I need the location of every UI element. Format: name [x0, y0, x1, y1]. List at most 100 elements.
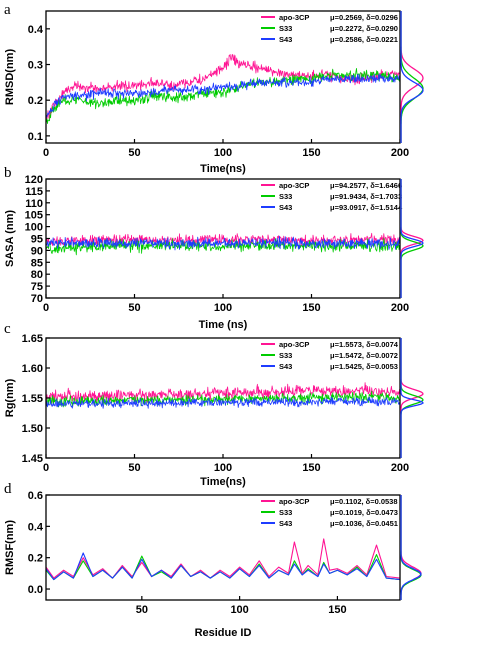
- series-line-apo: [46, 538, 400, 579]
- legend-series-name: apo-3CP: [279, 181, 309, 190]
- x-tick-label: 200: [391, 302, 409, 314]
- legend-stats: μ=0.1036, δ=0.0451: [330, 519, 398, 528]
- series-line-s33: [46, 68, 400, 124]
- distribution-curves: [400, 495, 422, 600]
- y-tick-label: 0.4: [28, 24, 44, 36]
- legend-stats: μ=0.2569, δ=0.0296: [330, 13, 398, 22]
- legend-stats: μ=0.2586, δ=0.0221: [330, 35, 398, 44]
- distribution-curves: [400, 179, 424, 298]
- y-tick-label: 70: [31, 293, 43, 305]
- x-tick-label: 100: [214, 147, 232, 159]
- legend-series-name: S33: [279, 508, 292, 517]
- y-tick-label: 1.60: [22, 363, 43, 375]
- legend-series-name: S43: [279, 203, 292, 212]
- distribution-s43: [400, 11, 424, 143]
- y-tick-label: 0.2: [28, 95, 43, 107]
- y-tick-label: 0.6: [28, 490, 43, 502]
- legend-stats: μ=94.2577, δ=1.6466: [330, 181, 402, 190]
- panel-letter: b: [4, 165, 12, 181]
- legend-stats: μ=91.9434, δ=1.7033: [330, 192, 402, 201]
- y-tick-label: 0.3: [28, 60, 43, 72]
- y-tick-label: 75: [31, 281, 43, 293]
- x-tick-label: 150: [328, 604, 346, 616]
- series-lines: [46, 538, 400, 581]
- y-axis-label: RMSF(nm): [4, 520, 16, 575]
- legend-stats: μ=0.1102, δ=0.0538: [330, 497, 398, 506]
- x-tick-label: 100: [230, 604, 248, 616]
- series-line-apo: [46, 382, 400, 404]
- x-tick-label: 50: [136, 604, 148, 616]
- x-tick-label: 150: [302, 147, 320, 159]
- y-tick-label: 0.2: [28, 553, 43, 565]
- x-axis-label: Time(ns): [200, 476, 246, 488]
- y-tick-label: 95: [31, 234, 43, 246]
- legend-series-name: S33: [279, 24, 292, 33]
- series-line-s43: [46, 235, 400, 251]
- y-tick-label: 110: [25, 198, 43, 210]
- distribution-s43: [400, 495, 422, 600]
- legend-stats: μ=93.0917, δ=1.5144: [330, 203, 403, 212]
- y-tick-label: 0.1: [28, 131, 43, 143]
- x-tick-label: 50: [128, 302, 140, 314]
- y-axis-label: RMSD(nm): [4, 49, 16, 106]
- panel-d: d 50 100 150 0.0 0.2 0.4 0.6 Residue ID RMSF(nm) a…: [4, 481, 422, 639]
- series-lines: [46, 382, 400, 409]
- legend-stats: μ=1.5472, δ=0.0072: [330, 351, 398, 360]
- legend-series-name: apo-3CP: [279, 497, 309, 506]
- panel-b: b0 50 100 150 200707580859095100105110115120…: [4, 165, 424, 331]
- y-tick-label: 115: [25, 186, 43, 198]
- x-axis-label: Residue ID: [195, 627, 252, 639]
- legend-series-name: apo-3CP: [279, 340, 309, 349]
- y-tick-label: 1.55: [22, 393, 43, 405]
- x-tick-label: 100: [214, 302, 232, 314]
- y-tick-label: 1.45: [22, 453, 43, 465]
- series-lines: [46, 232, 400, 256]
- series-line-s43: [46, 552, 400, 581]
- x-axis-label: Time(ns): [200, 163, 246, 175]
- series-line-s33: [46, 554, 400, 581]
- x-tick-label: 200: [391, 147, 409, 159]
- y-axis-label: SASA (nm): [4, 210, 16, 267]
- legend-series-name: S43: [279, 362, 292, 371]
- legend-series-name: S33: [279, 351, 292, 360]
- legend-series-name: S33: [279, 192, 292, 201]
- panel-letter: c: [4, 321, 11, 337]
- x-tick-label: 200: [391, 462, 409, 474]
- distribution-curves: [400, 11, 424, 143]
- y-tick-label: 105: [25, 210, 43, 222]
- distribution-s43: [400, 338, 424, 458]
- x-tick-label: 100: [214, 462, 232, 474]
- plot-frame: [45, 494, 401, 601]
- legend-stats: μ=1.5425, δ=0.0053: [330, 362, 398, 371]
- y-tick-label: 85: [31, 257, 43, 269]
- panel-a: a 0 50 100 150 200 0.1 0.2 0.3 0.4 Time(ns) RMSD(nm…: [4, 2, 424, 175]
- series-line-s43: [46, 396, 400, 409]
- y-tick-label: 90: [31, 245, 43, 257]
- y-tick-label: 1.50: [22, 423, 43, 435]
- series-line-s43: [46, 73, 400, 120]
- y-tick-label: 100: [25, 222, 43, 234]
- distribution-s33: [400, 338, 424, 458]
- legend-series-name: apo-3CP: [279, 13, 309, 22]
- x-tick-label: 0: [43, 302, 49, 314]
- x-tick-label: 50: [128, 147, 140, 159]
- legend-stats: μ=1.5573, δ=0.0074: [330, 340, 399, 349]
- panel-letter: d: [4, 481, 12, 497]
- legend-series-name: S43: [279, 35, 292, 44]
- x-tick-label: 0: [43, 462, 49, 474]
- x-tick-label: 150: [302, 462, 320, 474]
- panel-c: c 0 50 100 150 200 1.45 1.50 1.55 1.60 1.65 Time(ns…: [4, 321, 424, 488]
- series-line-apo: [46, 54, 400, 119]
- series-lines: [46, 54, 400, 124]
- y-tick-label: 0.4: [28, 521, 44, 533]
- series-line-apo: [46, 232, 400, 249]
- distribution-s33: [400, 11, 424, 143]
- y-tick-label: 120: [25, 174, 43, 186]
- x-tick-label: 150: [302, 302, 320, 314]
- y-tick-label: 0.0: [28, 584, 43, 596]
- y-tick-label: 1.65: [22, 333, 43, 345]
- distribution-curves: [400, 338, 424, 458]
- y-tick-label: 80: [31, 269, 43, 281]
- panel-letter: a: [4, 2, 11, 18]
